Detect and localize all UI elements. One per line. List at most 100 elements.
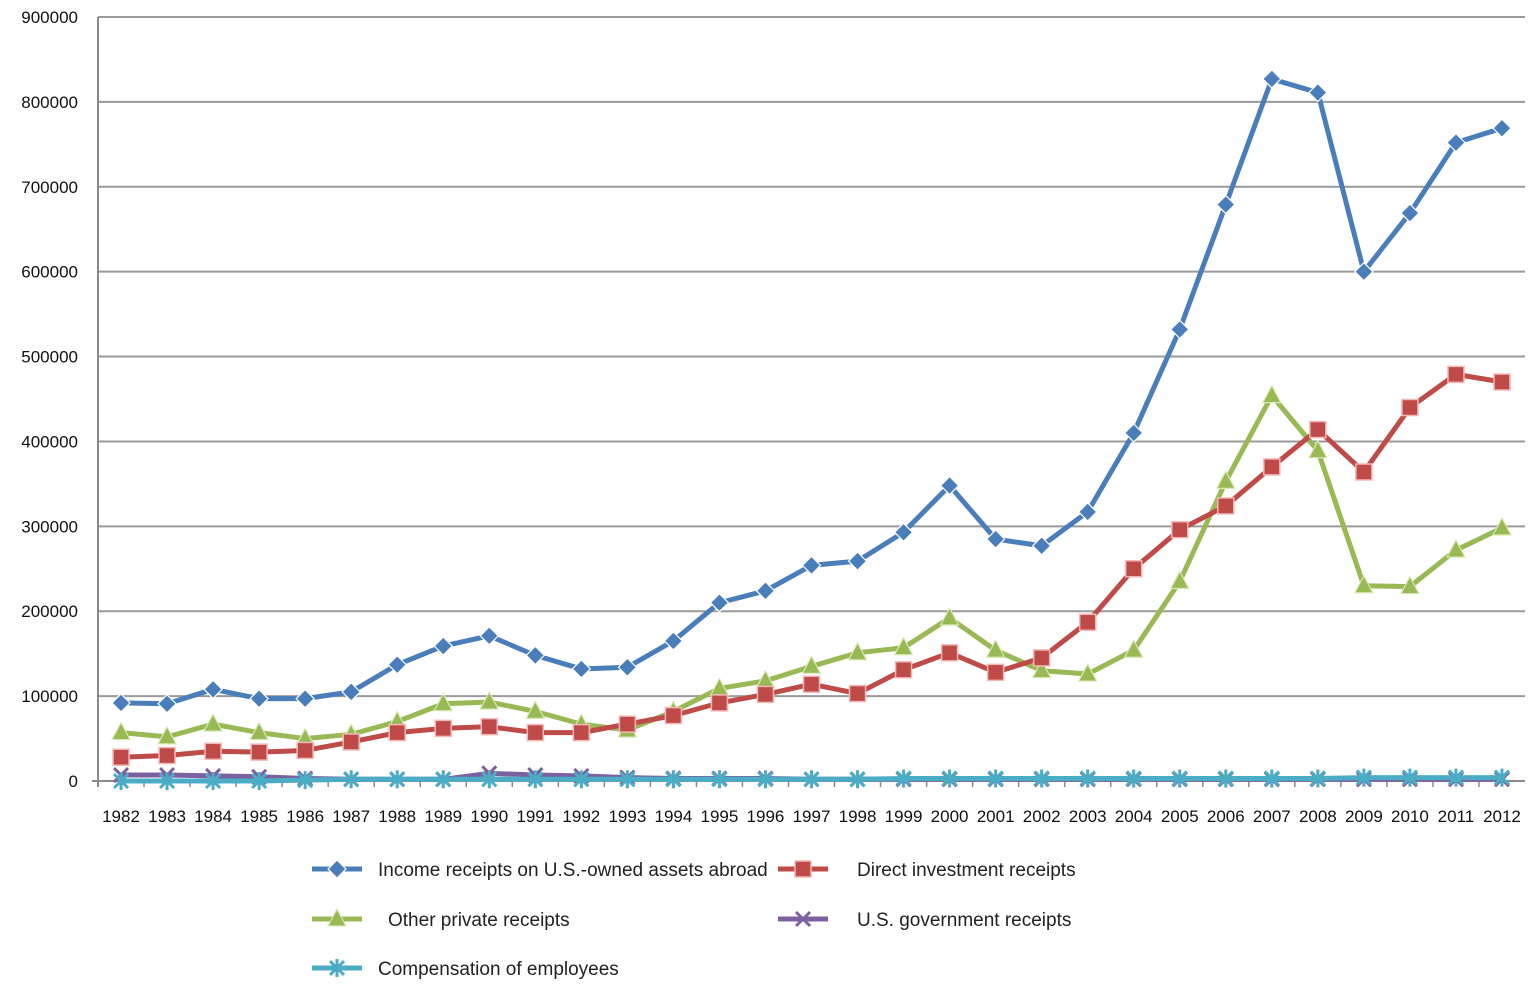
data-point — [987, 769, 1004, 788]
x-tick-label: 2000 — [931, 807, 969, 826]
data-point — [939, 606, 960, 626]
data-point — [158, 772, 176, 790]
data-point — [203, 679, 223, 700]
data-point — [1263, 458, 1281, 476]
data-point — [250, 743, 268, 761]
data-point — [710, 694, 729, 712]
x-tick-label: 1983 — [148, 807, 186, 826]
data-point — [664, 706, 683, 725]
data-point — [1353, 574, 1374, 594]
data-point — [1493, 768, 1511, 787]
x-tick-label: 2005 — [1161, 807, 1199, 826]
data-point — [573, 770, 590, 789]
data-point — [803, 770, 820, 789]
y-tick-label: 900000 — [21, 8, 78, 27]
x-tick-label: 1993 — [608, 807, 646, 826]
x-tick-label: 1990 — [470, 807, 508, 826]
data-point — [1493, 373, 1511, 391]
data-point — [203, 712, 224, 732]
x-tick-label: 2011 — [1438, 807, 1475, 826]
legend-item: Income receipts on U.S.-owned assets abr… — [312, 859, 768, 881]
data-point — [849, 770, 866, 789]
legend-marker — [328, 959, 346, 977]
y-tick-label: 0 — [69, 772, 78, 791]
data-point — [941, 769, 958, 788]
data-point — [1125, 769, 1142, 788]
legend-label: Compensation of employees — [378, 959, 619, 980]
x-tick-label: 2008 — [1299, 807, 1337, 826]
legend-label: U.S. government receipts — [857, 910, 1071, 931]
data-point — [1308, 82, 1328, 103]
data-point — [480, 717, 499, 736]
x-tick-label: 1987 — [332, 807, 370, 826]
data-point — [296, 741, 314, 760]
data-point — [251, 772, 268, 790]
data-point — [527, 770, 544, 789]
legend-marker — [327, 859, 347, 879]
data-point — [158, 746, 176, 765]
data-point — [112, 772, 130, 790]
data-point — [1355, 768, 1372, 787]
y-tick-label: 700000 — [21, 178, 78, 197]
axes: 0 100000 200000 300000 400000 500000 600000 700… — [21, 8, 1525, 826]
data-point — [342, 733, 360, 751]
data-point — [619, 770, 636, 789]
legend-label: Other private receipts — [388, 910, 570, 931]
x-tick-label: 1992 — [562, 807, 600, 826]
data-point — [1261, 384, 1282, 404]
x-tick-label: 1998 — [839, 807, 877, 826]
data-point — [1492, 118, 1512, 139]
legend: Income receipts on U.S.-owned assets abr… — [312, 859, 1076, 980]
x-tick-label: 1982 — [102, 807, 140, 826]
data-point — [526, 723, 545, 742]
data-point — [895, 769, 912, 788]
data-point — [757, 770, 774, 789]
data-point — [756, 685, 775, 704]
y-tick-label: 600000 — [21, 263, 78, 282]
data-point — [618, 715, 637, 733]
data-point — [1215, 470, 1236, 489]
data-point — [1078, 613, 1097, 632]
data-point — [435, 770, 452, 789]
y-tick-label: 500000 — [21, 348, 78, 367]
legend-marker — [794, 910, 812, 928]
data-point — [801, 555, 822, 576]
data-point — [341, 682, 362, 702]
legend-item: Other private receipts — [312, 907, 570, 931]
x-tick-label: 2001 — [977, 807, 1015, 826]
data-point — [848, 684, 867, 703]
x-tick-label: 1984 — [194, 807, 232, 826]
data-point — [1171, 520, 1189, 539]
y-tick-label: 100000 — [21, 687, 78, 706]
x-tick-label: 1988 — [378, 807, 416, 826]
x-tick-label: 1985 — [240, 807, 278, 826]
data-point — [389, 770, 406, 789]
data-point — [711, 770, 728, 789]
x-tick-label: 2009 — [1345, 807, 1383, 826]
x-tick-label: 1996 — [747, 807, 785, 826]
data-point — [665, 770, 682, 789]
data-point — [1261, 69, 1282, 89]
data-point — [1123, 638, 1144, 658]
data-point — [205, 772, 222, 790]
x-tick-label: 1994 — [654, 807, 692, 826]
data-point — [479, 625, 500, 646]
series-2 — [112, 365, 1511, 766]
data-point — [204, 742, 222, 761]
x-tick-label: 1989 — [424, 807, 462, 826]
y-tick-label: 200000 — [21, 602, 78, 621]
data-point — [847, 641, 868, 661]
data-point — [1354, 261, 1374, 282]
x-tick-label: 2006 — [1207, 807, 1245, 826]
legend-label: Direct investment receipts — [857, 860, 1076, 881]
data-point — [571, 659, 592, 679]
x-tick-label: 2012 — [1483, 807, 1521, 826]
data-point — [1215, 194, 1236, 215]
data-point — [1399, 575, 1420, 595]
data-point — [985, 638, 1006, 658]
data-point — [663, 631, 684, 651]
data-point — [1032, 649, 1051, 667]
data-point — [1355, 463, 1373, 481]
data-point — [388, 723, 406, 742]
